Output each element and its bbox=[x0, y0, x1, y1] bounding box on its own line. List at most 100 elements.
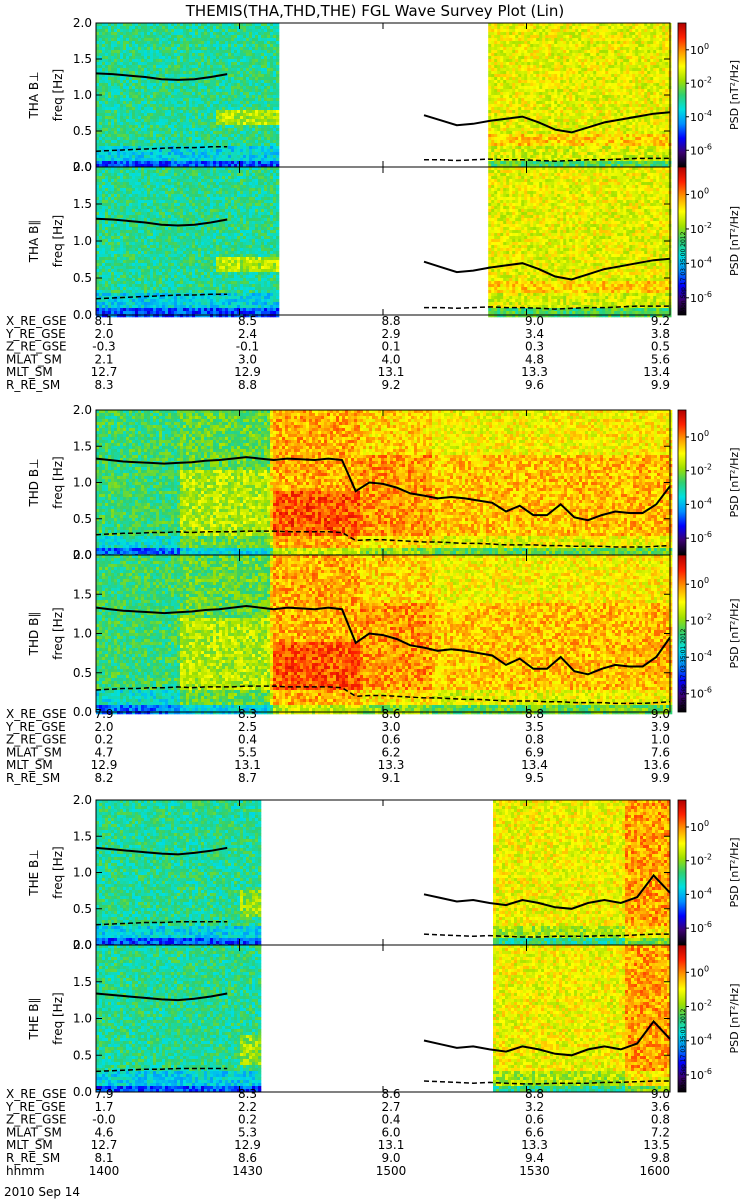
spectrogram-cell bbox=[189, 131, 192, 134]
spectrogram-cell bbox=[240, 83, 243, 86]
spectrogram-cell bbox=[264, 80, 267, 83]
spectrogram-cell bbox=[491, 77, 494, 80]
spectrogram-cell bbox=[150, 143, 153, 146]
spectrogram-cell bbox=[186, 122, 189, 125]
spectrogram-cell bbox=[129, 134, 132, 137]
spectrogram-cell bbox=[506, 50, 509, 53]
spectrogram-cell bbox=[267, 95, 270, 98]
spectrogram-cell bbox=[141, 107, 144, 110]
spectrogram-cell bbox=[500, 35, 503, 38]
spectrogram-cell bbox=[569, 56, 572, 59]
spectrogram-cell bbox=[234, 53, 237, 56]
spectrogram-cell bbox=[150, 161, 153, 164]
spectrogram-cell bbox=[521, 77, 524, 80]
spectrogram-cell bbox=[557, 98, 560, 101]
spectrogram-cell bbox=[174, 83, 177, 86]
spectrogram-cell bbox=[258, 143, 261, 146]
spectrogram-cell bbox=[524, 155, 527, 158]
spectrogram-cell bbox=[572, 155, 575, 158]
spectrogram-cell bbox=[234, 71, 237, 74]
spectrogram-cell bbox=[554, 140, 557, 143]
spectrogram-cell bbox=[231, 161, 234, 164]
spectrogram-cell bbox=[168, 107, 171, 110]
spectrogram-cell bbox=[165, 158, 168, 161]
spectrogram-cell bbox=[135, 65, 138, 68]
spectrogram-cell bbox=[246, 86, 249, 89]
spectrogram-cell bbox=[153, 95, 156, 98]
spectrogram-cell bbox=[249, 158, 252, 161]
spectrogram-cell bbox=[231, 125, 234, 128]
spectrogram-cell bbox=[252, 38, 255, 41]
spectrogram-cell bbox=[114, 62, 117, 65]
spectrogram-cell bbox=[156, 155, 159, 158]
spectrogram-cell bbox=[572, 146, 575, 149]
spectrogram-cell bbox=[201, 62, 204, 65]
spectrogram-cell bbox=[174, 149, 177, 152]
spectrogram-cell bbox=[539, 146, 542, 149]
spectrogram-cell bbox=[255, 68, 258, 71]
spectrogram-cell bbox=[524, 128, 527, 131]
spectrogram-cell bbox=[132, 113, 135, 116]
spectrogram-cell bbox=[99, 83, 102, 86]
spectrogram-cell bbox=[533, 101, 536, 104]
spectrogram-cell bbox=[99, 47, 102, 50]
spectrogram-cell bbox=[515, 125, 518, 128]
spectrogram-cell bbox=[159, 134, 162, 137]
spectrogram-cell bbox=[566, 29, 569, 32]
spectrogram-cell bbox=[198, 80, 201, 83]
spectrogram-cell bbox=[186, 110, 189, 113]
spectrogram-cell bbox=[554, 44, 557, 47]
spectrogram-cell bbox=[111, 29, 114, 32]
spectrogram-cell bbox=[494, 68, 497, 71]
spectrogram-cell bbox=[150, 83, 153, 86]
spectrogram-cell bbox=[530, 74, 533, 77]
spectrogram-cell bbox=[512, 38, 515, 41]
spectrogram-cell bbox=[228, 65, 231, 68]
spectrogram-cell bbox=[183, 116, 186, 119]
spectrogram-cell bbox=[270, 35, 273, 38]
spectrogram-cell bbox=[219, 134, 222, 137]
spectrogram-cell bbox=[162, 56, 165, 59]
spectrogram-cell bbox=[545, 134, 548, 137]
spectrogram-cell bbox=[135, 140, 138, 143]
spectrogram-cell bbox=[497, 131, 500, 134]
spectrogram-cell bbox=[569, 50, 572, 53]
spectrogram-cell bbox=[117, 128, 120, 131]
spectrogram-cell bbox=[174, 128, 177, 131]
spectrogram-cell bbox=[512, 149, 515, 152]
spectrogram-cell bbox=[551, 113, 554, 116]
spectrogram-cell bbox=[500, 101, 503, 104]
spectrogram-cell bbox=[536, 110, 539, 113]
spectrogram-cell bbox=[111, 95, 114, 98]
spectrogram-cell bbox=[569, 80, 572, 83]
spectrogram-cell bbox=[521, 44, 524, 47]
spectrogram-cell bbox=[204, 98, 207, 101]
spectrogram-cell bbox=[156, 50, 159, 53]
spectrogram-cell bbox=[512, 44, 515, 47]
spectrogram-cell bbox=[204, 41, 207, 44]
spectrogram-cell bbox=[108, 47, 111, 50]
spectrogram-cell bbox=[111, 152, 114, 155]
spectrogram-cell bbox=[111, 158, 114, 161]
spectrogram-cell bbox=[566, 56, 569, 59]
spectrogram-cell bbox=[249, 38, 252, 41]
spectrogram-cell bbox=[111, 83, 114, 86]
spectrogram-cell bbox=[554, 68, 557, 71]
spectrogram-cell bbox=[165, 83, 168, 86]
spectrogram-cell bbox=[216, 83, 219, 86]
spectrogram-cell bbox=[578, 32, 581, 35]
spectrogram-cell bbox=[114, 47, 117, 50]
spectrogram-cell bbox=[177, 26, 180, 29]
spectrogram-cell bbox=[108, 62, 111, 65]
spectrogram-cell bbox=[267, 128, 270, 131]
spectrogram-cell bbox=[566, 101, 569, 104]
spectrogram-cell bbox=[177, 122, 180, 125]
spectrogram-cell bbox=[192, 101, 195, 104]
spectrogram-cell bbox=[252, 146, 255, 149]
spectrogram-cell bbox=[195, 134, 198, 137]
spectrogram-cell bbox=[189, 95, 192, 98]
spectrogram-cell bbox=[542, 65, 545, 68]
spectrogram-cell bbox=[258, 101, 261, 104]
spectrogram-cell bbox=[162, 134, 165, 137]
spectrogram-cell bbox=[225, 152, 228, 155]
